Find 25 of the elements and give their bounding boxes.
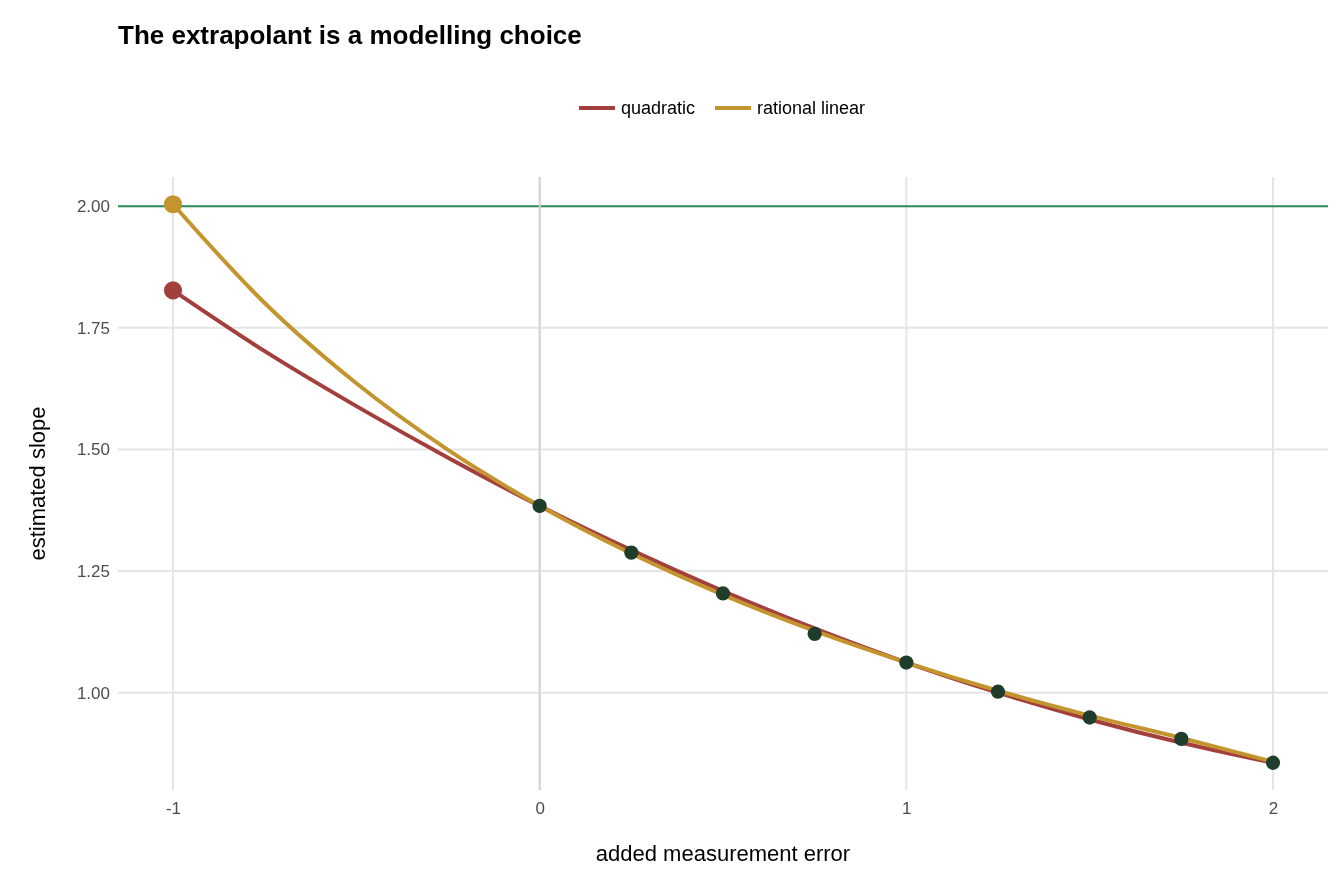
point bbox=[624, 545, 639, 560]
legend-label: rational linear bbox=[757, 98, 866, 118]
x-axis-title: added measurement error bbox=[595, 841, 851, 866]
point bbox=[163, 281, 183, 300]
x-tick-label: 2 bbox=[1268, 799, 1279, 819]
point bbox=[807, 626, 822, 641]
point bbox=[163, 195, 183, 214]
y-tick-label: 1.75 bbox=[76, 318, 110, 338]
point bbox=[1174, 731, 1189, 747]
x-tick-label: -1 bbox=[165, 799, 182, 819]
legend-label: quadratic bbox=[620, 98, 695, 118]
point bbox=[990, 684, 1006, 699]
point bbox=[899, 655, 914, 670]
x-tick-label: 1 bbox=[902, 799, 912, 819]
point bbox=[1082, 710, 1097, 725]
chart-title: The extrapolant is a modelling choice bbox=[118, 20, 582, 50]
y-tick-label: 1.00 bbox=[76, 683, 110, 703]
y-tick-label: 1.25 bbox=[76, 562, 110, 582]
y-axis-title: estimated slope bbox=[25, 406, 50, 561]
y-tick-label: 1.50 bbox=[76, 440, 110, 460]
point bbox=[715, 586, 731, 601]
point bbox=[1265, 755, 1281, 770]
point bbox=[532, 498, 547, 513]
y-tick-label: 2.00 bbox=[76, 197, 110, 217]
x-tick-label: 0 bbox=[535, 799, 545, 819]
